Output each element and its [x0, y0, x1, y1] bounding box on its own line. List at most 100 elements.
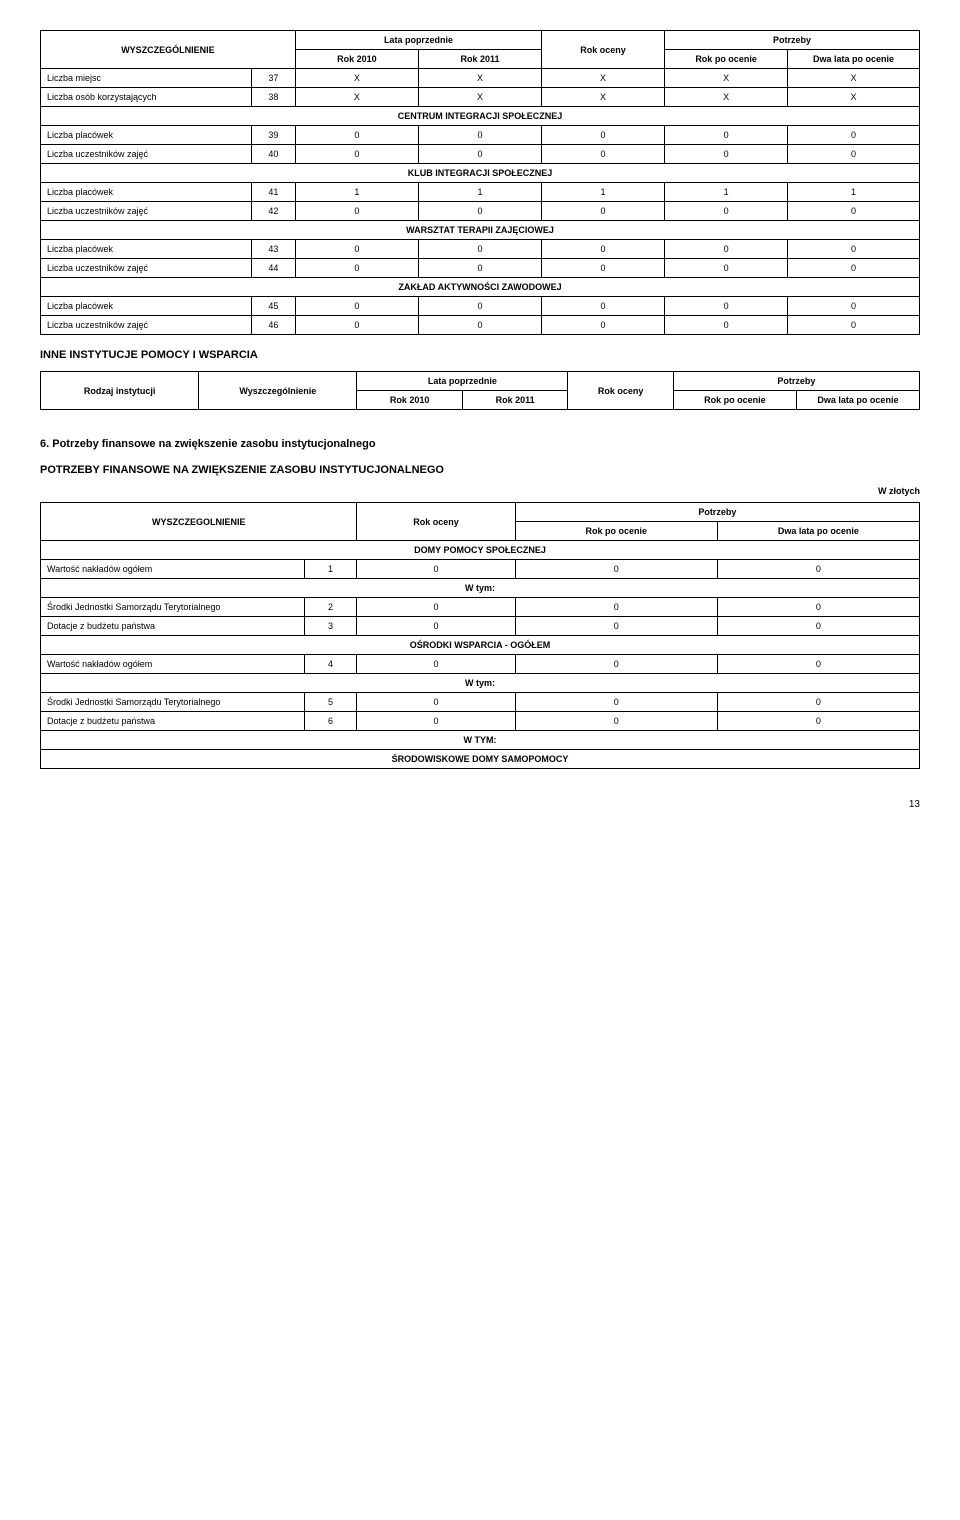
th-rokpo: Rok po ocenie [665, 50, 788, 69]
row-label: Wartość nakładów ogółem [41, 655, 305, 674]
row-num: 2 [304, 598, 357, 617]
cell: 0 [295, 240, 418, 259]
section-title: W tym: [41, 579, 920, 598]
table-row: Liczba osób korzystających38XXXXX [41, 88, 920, 107]
cell: 0 [542, 297, 665, 316]
cell: 0 [542, 202, 665, 221]
cell: 0 [295, 145, 418, 164]
th-potrzeby2: Potrzeby [673, 372, 919, 391]
cell: X [295, 69, 418, 88]
cell: 0 [357, 693, 515, 712]
th-dwalatab: Dwa lata po ocenie [796, 391, 919, 410]
subheading-potrzeby: POTRZEBY FINANSOWE NA ZWIĘKSZENIE ZASOBU… [40, 464, 920, 476]
row-label: Liczba placówek [41, 240, 252, 259]
section-header: ZAKŁAD AKTYWNOŚCI ZAWODOWEJ [41, 278, 920, 297]
row-num: 6 [304, 712, 357, 731]
row-num: 4 [304, 655, 357, 674]
row-label: Środki Jednostki Samorządu Terytorialneg… [41, 598, 305, 617]
cell: 1 [665, 183, 788, 202]
cell: 1 [418, 183, 541, 202]
section-title: ŚRODOWISKOWE DOMY SAMOPOMOCY [41, 750, 920, 769]
th-wysz2: Wyszczególnienie [199, 372, 357, 410]
row-label: Dotacje z budżetu państwa [41, 617, 305, 636]
cell: X [788, 88, 920, 107]
th-rodzaj: Rodzaj instytucji [41, 372, 199, 410]
cell: 0 [418, 316, 541, 335]
table-row: Liczba placówek4111111 [41, 183, 920, 202]
th-wysz3: WYSZCZEGOLNIENIE [41, 503, 357, 541]
table-row: Wartość nakładów ogółem4000 [41, 655, 920, 674]
cell: 0 [665, 297, 788, 316]
section-header: W TYM: [41, 731, 920, 750]
th-lata: Lata poprzednie [295, 31, 541, 50]
row-label: Liczba uczestników zajęć [41, 202, 252, 221]
row-num: 42 [251, 202, 295, 221]
row-num: 37 [251, 69, 295, 88]
th-rokoceny2: Rok oceny [568, 372, 673, 410]
table-row: Liczba uczestników zajęć4400000 [41, 259, 920, 278]
table-row: Liczba placówek3900000 [41, 126, 920, 145]
cell: 0 [418, 126, 541, 145]
cell: X [665, 69, 788, 88]
th-potrzeby3: Potrzeby [515, 503, 919, 522]
th-rok2010b: Rok 2010 [357, 391, 462, 410]
row-label: Liczba uczestników zajęć [41, 259, 252, 278]
row-num: 1 [304, 560, 357, 579]
cell: X [295, 88, 418, 107]
row-num: 43 [251, 240, 295, 259]
row-label: Liczba osób korzystających [41, 88, 252, 107]
table-row: Liczba miejsc37XXXXX [41, 69, 920, 88]
table-row: Liczba uczestników zajęć4000000 [41, 145, 920, 164]
section-header: W tym: [41, 579, 920, 598]
cell: X [418, 88, 541, 107]
cell: 0 [788, 259, 920, 278]
cell: 1 [542, 183, 665, 202]
cell: 0 [665, 126, 788, 145]
th-rokoceny: Rok oceny [542, 31, 665, 69]
table-row: Liczba placówek4500000 [41, 297, 920, 316]
cell: 0 [357, 617, 515, 636]
table-row: Środki Jednostki Samorządu Terytorialneg… [41, 598, 920, 617]
unit-label: W złotych [40, 486, 920, 496]
th-rokpo3: Rok po ocenie [515, 522, 717, 541]
section-header: OŚRODKI WSPARCIA - OGÓŁEM [41, 636, 920, 655]
cell: 0 [515, 617, 717, 636]
cell: 0 [357, 712, 515, 731]
section-header: CENTRUM INTEGRACJI SPOŁECZNEJ [41, 107, 920, 126]
th-rok2010: Rok 2010 [295, 50, 418, 69]
cell: 0 [788, 297, 920, 316]
row-num: 40 [251, 145, 295, 164]
row-label: Liczba placówek [41, 126, 252, 145]
section-header: KLUB INTEGRACJI SPOŁECZNEJ [41, 164, 920, 183]
cell: 0 [788, 126, 920, 145]
section-title: W tym: [41, 674, 920, 693]
table-row: Środki Jednostki Samorządu Terytorialneg… [41, 693, 920, 712]
th-rokoceny3: Rok oceny [357, 503, 515, 541]
cell: 0 [357, 655, 515, 674]
section-title: WARSZTAT TERAPII ZAJĘCIOWEJ [41, 221, 920, 240]
row-label: Liczba uczestników zajęć [41, 316, 252, 335]
cell: 0 [542, 126, 665, 145]
cell: 0 [717, 655, 919, 674]
section-title: KLUB INTEGRACJI SPOŁECZNEJ [41, 164, 920, 183]
table-potrzeby-finansowe: WYSZCZEGOLNIENIE Rok oceny Potrzeby Rok … [40, 502, 920, 769]
cell: 0 [542, 240, 665, 259]
table-row: Liczba placówek4300000 [41, 240, 920, 259]
cell: 0 [515, 693, 717, 712]
cell: 0 [665, 316, 788, 335]
cell: X [542, 69, 665, 88]
cell: 0 [665, 202, 788, 221]
heading-inne-instytucje: INNE INSTYTUCJE POMOCY I WSPARCIA [40, 349, 920, 361]
cell: X [665, 88, 788, 107]
cell: 1 [788, 183, 920, 202]
cell: 0 [665, 259, 788, 278]
section-title: DOMY POMOCY SPOŁECZNEJ [41, 541, 920, 560]
page-number: 13 [40, 799, 920, 810]
cell: 0 [542, 259, 665, 278]
row-label: Środki Jednostki Samorządu Terytorialneg… [41, 693, 305, 712]
cell: 0 [788, 202, 920, 221]
cell: 0 [295, 259, 418, 278]
section-header: WARSZTAT TERAPII ZAJĘCIOWEJ [41, 221, 920, 240]
row-label: Dotacje z budżetu państwa [41, 712, 305, 731]
row-num: 41 [251, 183, 295, 202]
